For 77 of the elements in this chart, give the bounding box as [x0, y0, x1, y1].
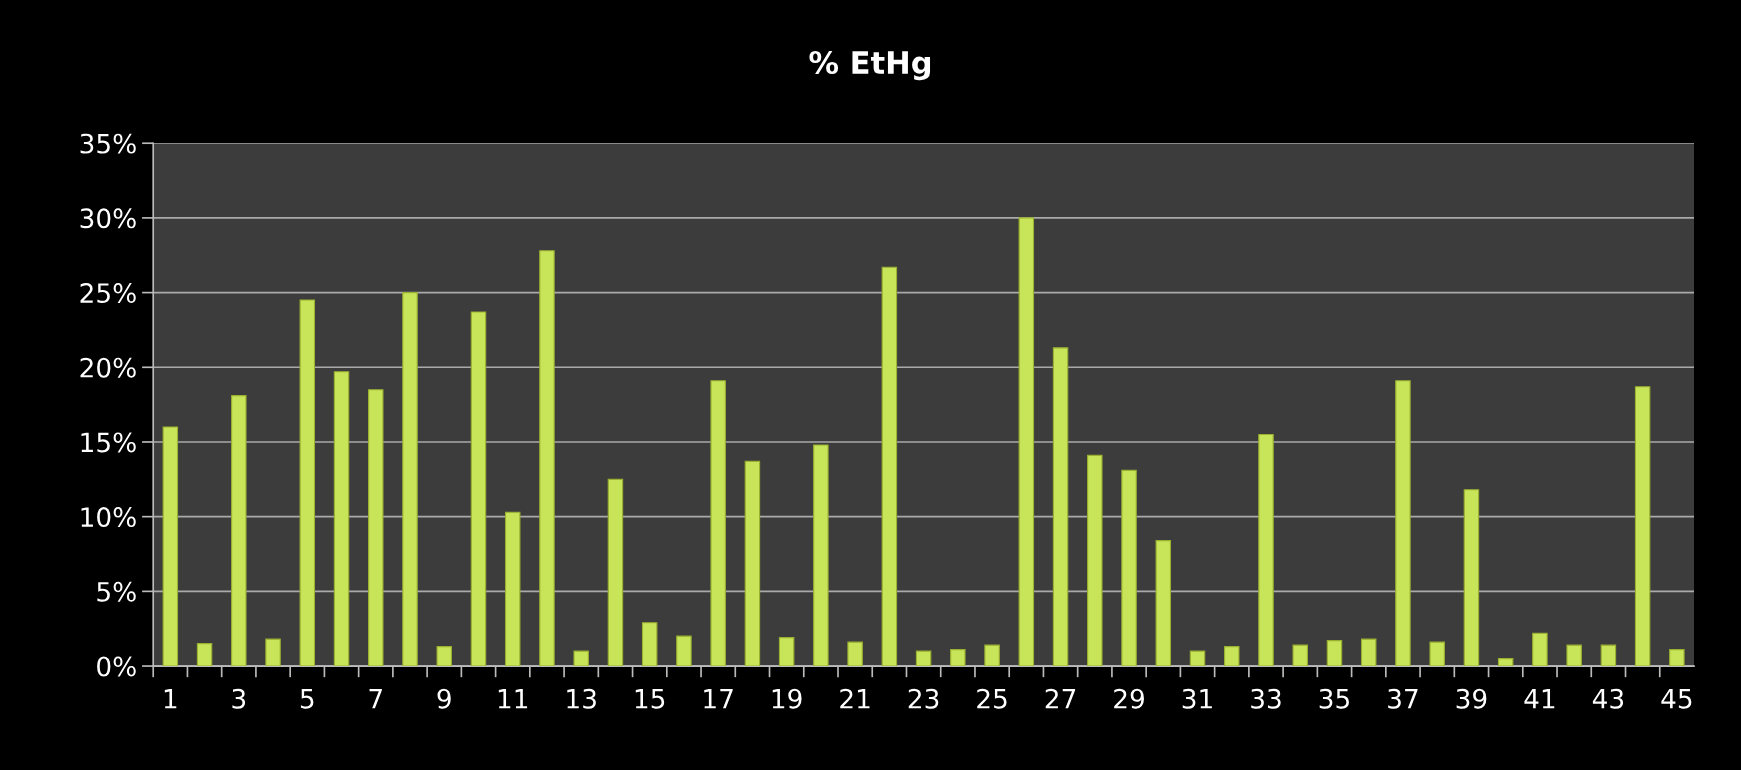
- bar: [299, 299, 316, 667]
- bar: [676, 635, 692, 667]
- bar: [470, 311, 487, 667]
- bar: [1121, 469, 1137, 667]
- bar: [984, 644, 1000, 667]
- bar: [539, 250, 555, 667]
- bar: [504, 511, 521, 667]
- x-tick-label: 39: [1456, 688, 1487, 709]
- x-tick-label: 11: [498, 689, 528, 709]
- bar: [641, 622, 658, 667]
- y-tick-label: 20%: [80, 357, 136, 378]
- bar: [402, 292, 418, 667]
- bar: [1224, 646, 1240, 667]
- bar: [1566, 644, 1582, 667]
- bar: [333, 371, 350, 667]
- bar: [1532, 632, 1548, 667]
- x-tick-label: 9: [437, 688, 451, 709]
- x-tick-label: 25: [977, 688, 1007, 709]
- bar: [1155, 540, 1172, 667]
- bar: [1634, 386, 1651, 667]
- bar: [1018, 217, 1035, 667]
- x-tick-label: 21: [840, 688, 870, 709]
- bar: [847, 641, 863, 667]
- bar: [1052, 347, 1069, 667]
- bar: [368, 389, 384, 667]
- x-tick-label: 41: [1524, 689, 1555, 709]
- bar: [915, 650, 932, 667]
- x-tick-label: 19: [772, 688, 802, 709]
- bar: [813, 444, 829, 667]
- bar: [881, 266, 898, 667]
- x-tick-label: 43: [1592, 688, 1624, 709]
- bar: [1463, 489, 1480, 667]
- x-tick-label: 31: [1182, 688, 1212, 709]
- bar: [1669, 649, 1685, 667]
- bar: [1497, 658, 1514, 667]
- bar: [1292, 644, 1308, 667]
- x-tick-label: 15: [635, 689, 665, 709]
- bar: [1360, 638, 1377, 667]
- y-tick-label: 0%: [97, 656, 136, 677]
- bar: [1326, 640, 1343, 667]
- bar: [950, 649, 966, 667]
- bar: [778, 637, 795, 667]
- bar: [607, 478, 624, 667]
- bar: [436, 646, 452, 667]
- bar: [1189, 650, 1206, 667]
- x-tick-label: 23: [908, 688, 939, 709]
- bar: [573, 650, 589, 667]
- bar: [710, 380, 726, 667]
- y-tick-label: 35%: [80, 133, 136, 154]
- x-tick-label: 3: [232, 688, 246, 709]
- bar: [1087, 454, 1103, 667]
- x-tick-label: 29: [1114, 688, 1144, 709]
- x-tick-label: 45: [1661, 689, 1692, 709]
- y-tick-label: 30%: [80, 208, 136, 229]
- x-tick-label: 7: [369, 689, 382, 709]
- x-tick-label: 13: [567, 688, 596, 709]
- y-tick-label: 5%: [97, 581, 136, 602]
- bar: [162, 426, 179, 667]
- bar: [196, 643, 213, 667]
- x-tick-label: 5: [300, 689, 314, 709]
- bar: [1395, 380, 1411, 667]
- x-tick-label: 33: [1251, 688, 1281, 709]
- bar: [265, 638, 281, 667]
- x-tick-label: 35: [1319, 688, 1349, 709]
- y-tick-label: 10%: [81, 507, 136, 528]
- x-tick-label: 1: [164, 689, 177, 709]
- bar: [1429, 641, 1445, 667]
- y-tick-label: 15%: [81, 432, 136, 453]
- bar: [744, 460, 761, 667]
- bar: [231, 395, 247, 667]
- x-tick-label: 17: [704, 689, 733, 709]
- x-tick-label: 37: [1388, 688, 1418, 709]
- bar: [1600, 644, 1617, 667]
- x-tick-label: 27: [1045, 688, 1076, 709]
- bar: [1258, 433, 1274, 667]
- chart-title: % EtHg: [809, 50, 931, 81]
- y-tick-label: 25%: [80, 283, 136, 303]
